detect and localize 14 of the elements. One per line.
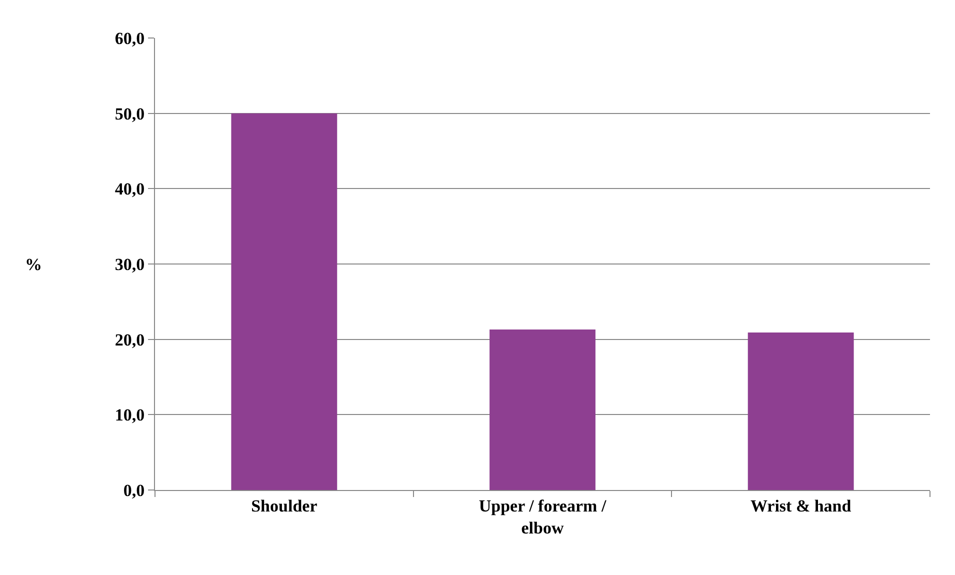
bar	[490, 330, 596, 490]
y-tick-label: 40,0	[114, 180, 145, 199]
bar	[231, 113, 338, 490]
x-tick-label: Wrist & hand	[750, 496, 852, 516]
y-axis-title: %	[25, 255, 42, 274]
bar	[748, 332, 854, 490]
y-tick-label: 0,0	[123, 480, 145, 500]
y-tick-label: 10,0	[114, 406, 145, 425]
x-tick-label: Upper / forearm / elbow	[478, 496, 606, 538]
y-tick-label: 60,0	[114, 28, 145, 48]
y-tick-label: 50,0	[114, 104, 145, 124]
y-tick-label: 20,0	[114, 330, 145, 350]
x-tick-label: Shoulder	[251, 496, 318, 516]
y-tick-label: 30,0	[114, 254, 145, 274]
